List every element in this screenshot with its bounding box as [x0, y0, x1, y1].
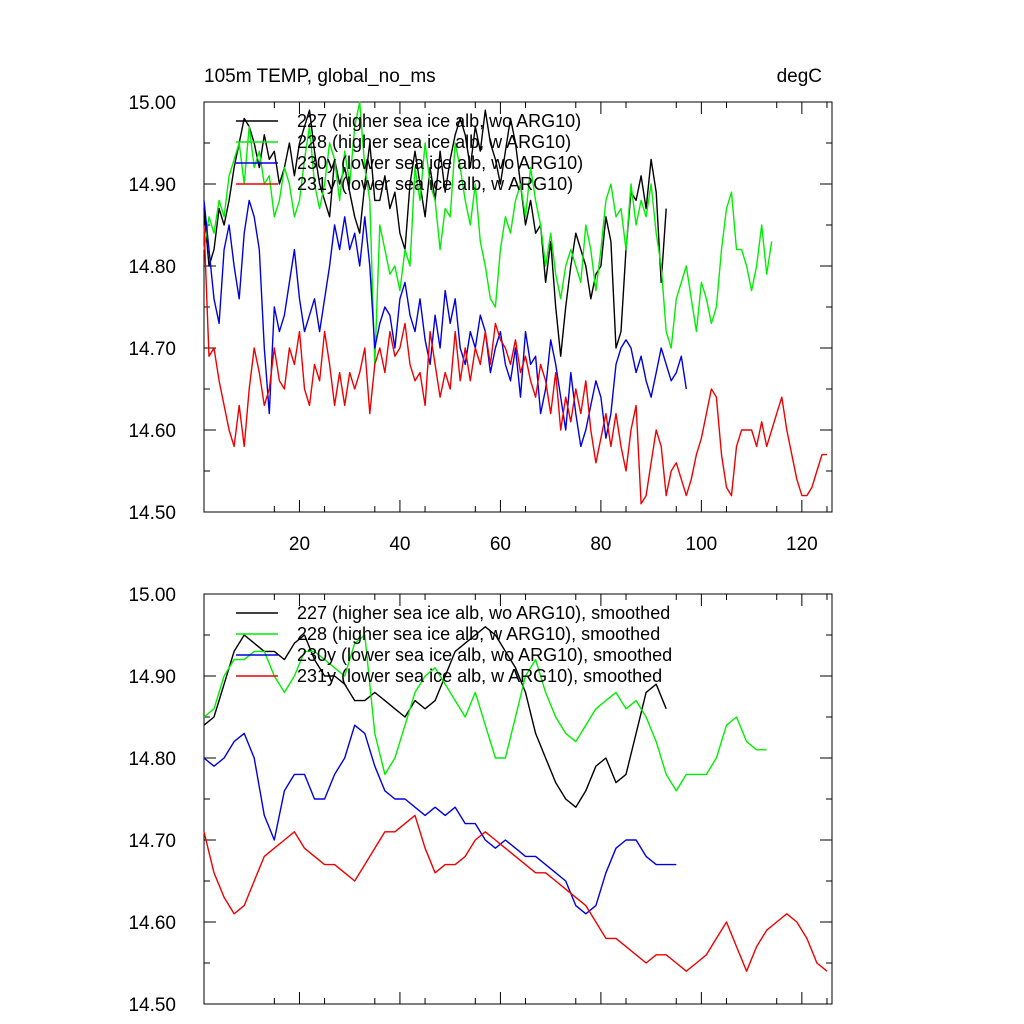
series-line-1 — [203, 101, 773, 366]
y-tick-label: 14.80 — [128, 257, 176, 278]
x-tick-label: 100 — [686, 534, 718, 555]
x-tick-label: 80 — [590, 534, 611, 555]
y-tick-label: 15.00 — [128, 585, 176, 606]
y-tick-label: 14.70 — [128, 339, 176, 360]
top-panel: 14.50 14.60 14.70 14.80 14.90 15.00 20 40 60 80 10… — [128, 93, 833, 555]
y-tick-label: 14.80 — [128, 749, 176, 770]
y-tick-label: 14.60 — [128, 913, 176, 934]
series-line-3 — [203, 224, 827, 505]
legend-label: 227 (higher sea ice alb, wo ARG10), smoo… — [297, 603, 670, 623]
legend-label: 227 (higher sea ice alb, wo ARG10) — [297, 111, 581, 131]
series-line-2 — [203, 724, 677, 915]
legend-label: 228 (higher sea ice alb, w ARG10) — [297, 132, 571, 152]
legend-label: 230y (lower sea ice alb, wo ARG10), smoo… — [297, 645, 672, 665]
y-tick-label: 14.70 — [128, 831, 176, 852]
series-line-1 — [203, 634, 767, 792]
legend-label: 228 (higher sea ice alb, w ARG10), smoot… — [297, 624, 660, 644]
legend-label: 230y (lower sea ice alb, wo ARG10) — [297, 153, 583, 173]
series-line-3 — [203, 814, 828, 972]
bottom-panel: 14.50 14.60 14.70 14.80 14.90 15.00 227 (highe… — [128, 585, 833, 1016]
x-tick-label: 120 — [786, 534, 818, 555]
legend-label: 231y (lower sea ice alb, w ARG10), smoot… — [297, 666, 662, 686]
x-tick-label: 60 — [490, 534, 511, 555]
series-line-0 — [203, 626, 667, 808]
y-tick-label: 14.50 — [128, 503, 176, 524]
series-line-2 — [203, 199, 687, 448]
y-tick-label: 14.50 — [128, 995, 176, 1016]
x-tick-label: 20 — [289, 534, 310, 555]
y-tick-label: 14.90 — [128, 667, 176, 688]
x-tick-label: 40 — [389, 534, 410, 555]
chart-title: 105m TEMP, global_no_ms — [204, 66, 436, 87]
y-tick-label: 14.60 — [128, 421, 176, 442]
y-tick-label: 15.00 — [128, 93, 176, 114]
chart-units: degC — [777, 66, 822, 87]
legend-label: 231y (lower sea ice alb, w ARG10) — [297, 174, 573, 194]
y-tick-label: 14.90 — [128, 175, 176, 196]
